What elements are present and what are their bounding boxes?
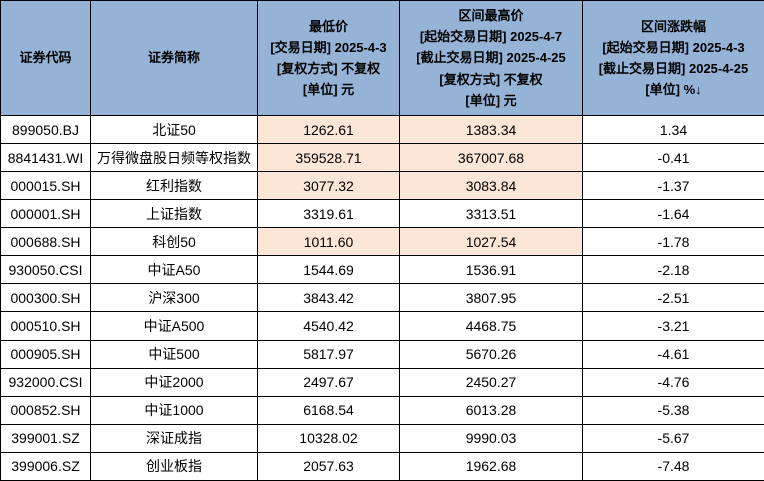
- security-name-cell: 创业板指: [90, 451, 258, 481]
- security-code-cell: 000300.SH: [0, 283, 91, 313]
- interval-change-cell: -0.41: [582, 143, 764, 173]
- header-lowest-price: 最低价 [交易日期] 2025-4-3 [复权方式] 不复权 [单位] 元: [257, 0, 400, 116]
- table-body: 899050.BJ 北证50 1262.61 1383.34 1.34 8841431.W…: [0, 114, 764, 481]
- header-row: 证券代码 证券简称 最低价 [交易日期] 2025-4-3 [复权方式] 不复权…: [0, 0, 764, 116]
- interval-change-cell: -1.64: [582, 199, 764, 229]
- table-row: 930050.CSI 中证A50 1544.69 1536.91 -2.18: [0, 255, 764, 285]
- header-security-code: 证券代码: [0, 0, 91, 116]
- interval-high-cell: 1383.34: [399, 114, 583, 145]
- security-name-cell: 中证2000: [90, 367, 258, 397]
- table-row: 899050.BJ 北证50 1262.61 1383.34 1.34: [0, 114, 764, 145]
- table-row: 000001.SH 上证指数 3319.61 3313.51 -1.64: [0, 199, 764, 229]
- interval-change-cell: -4.76: [582, 367, 764, 397]
- lowest-price-cell: 1262.61: [257, 114, 400, 145]
- security-name-cell: 中证A500: [90, 311, 258, 341]
- lowest-price-cell: 3077.32: [257, 171, 400, 201]
- lowest-price-cell: 2057.63: [257, 451, 400, 481]
- interval-change-cell: -2.51: [582, 283, 764, 313]
- security-code-cell: 932000.CSI: [0, 367, 91, 397]
- security-name-cell: 上证指数: [90, 199, 258, 229]
- interval-change-cell: 1.34: [582, 114, 764, 145]
- table-row: 8841431.WI 万得微盘股日频等权指数 359528.71 367007.68-…: [0, 143, 764, 173]
- table-row: 000905.SH 中证500 5817.97 5670.26 -4.61: [0, 339, 764, 369]
- interval-change-cell: -5.38: [582, 395, 764, 425]
- interval-change-cell: -1.78: [582, 227, 764, 257]
- security-code-cell: 8841431.WI: [0, 143, 91, 173]
- lowest-price-cell: 5817.97: [257, 339, 400, 369]
- interval-high-cell: 9990.03: [399, 423, 583, 453]
- security-code-cell: 399001.SZ: [0, 423, 91, 453]
- interval-change-cell: -5.67: [582, 423, 764, 453]
- interval-high-cell: 2450.27: [399, 367, 583, 397]
- lowest-price-cell: 10328.02: [257, 423, 400, 453]
- security-code-cell: 000852.SH: [0, 395, 91, 425]
- security-code-cell: 930050.CSI: [0, 255, 91, 285]
- interval-high-cell: 3083.84: [399, 171, 583, 201]
- table-header: 证券代码 证券简称 最低价 [交易日期] 2025-4-3 [复权方式] 不复权…: [0, 0, 764, 116]
- table-row: 000852.SH 中证1000 6168.54 6013.28 -5.38: [0, 395, 764, 425]
- lowest-price-cell: 6168.54: [257, 395, 400, 425]
- lowest-price-cell: 2497.67: [257, 367, 400, 397]
- security-name-cell: 中证A50: [90, 255, 258, 285]
- interval-change-cell: -2.18: [582, 255, 764, 285]
- lowest-price-cell: 1544.69: [257, 255, 400, 285]
- security-name-cell: 万得微盘股日频等权指数: [90, 143, 258, 173]
- lowest-price-cell: 1011.60: [257, 227, 400, 257]
- header-security-name: 证券简称: [90, 0, 258, 116]
- interval-change-cell: -7.48: [582, 451, 764, 481]
- header-interval-change-sorted[interactable]: 区间涨跌幅 [起始交易日期] 2025-4-3 [截止交易日期] 2025-4-…: [582, 0, 764, 116]
- table-row: 000300.SH 沪深300 3843.42 3807.95 -2.51: [0, 283, 764, 313]
- interval-high-cell: 3807.95: [399, 283, 583, 313]
- security-name-cell: 科创50: [90, 227, 258, 257]
- security-code-cell: 000001.SH: [0, 199, 91, 229]
- security-name-cell: 中证1000: [90, 395, 258, 425]
- table-row: 000510.SH 中证A500 4540.42 4468.75 -3.21: [0, 311, 764, 341]
- lowest-price-cell: 359528.71: [257, 143, 400, 173]
- table-row: 399001.SZ 深证成指 10328.02 9990.03 -5.67: [0, 423, 764, 453]
- interval-change-cell: -4.61: [582, 339, 764, 369]
- security-name-cell: 深证成指: [90, 423, 258, 453]
- security-name-cell: 红利指数: [90, 171, 258, 201]
- interval-high-cell: 1962.68: [399, 451, 583, 481]
- interval-high-cell: 367007.68: [399, 143, 583, 173]
- table-row: 000015.SH 红利指数 3077.32 3083.84 -1.37: [0, 171, 764, 201]
- table-row: 000688.SH 科创50 1011.60 1027.54 -1.78: [0, 227, 764, 257]
- table-row: 399006.SZ 创业板指 2057.63 1962.68 -7.48: [0, 451, 764, 481]
- security-code-cell: 000510.SH: [0, 311, 91, 341]
- interval-high-cell: 6013.28: [399, 395, 583, 425]
- interval-high-cell: 4468.75: [399, 311, 583, 341]
- security-name-cell: 北证50: [90, 114, 258, 145]
- interval-change-cell: -3.21: [582, 311, 764, 341]
- security-code-cell: 899050.BJ: [0, 114, 91, 145]
- lowest-price-cell: 3319.61: [257, 199, 400, 229]
- security-code-cell: 000015.SH: [0, 171, 91, 201]
- table-row: 932000.CSI 中证2000 2497.67 2450.27 -4.76: [0, 367, 764, 397]
- lowest-price-cell: 4540.42: [257, 311, 400, 341]
- interval-change-cell: -1.37: [582, 171, 764, 201]
- interval-high-cell: 3313.51: [399, 199, 583, 229]
- security-code-cell: 000905.SH: [0, 339, 91, 369]
- interval-high-cell: 1536.91: [399, 255, 583, 285]
- interval-high-cell: 1027.54: [399, 227, 583, 257]
- interval-high-cell: 5670.26: [399, 339, 583, 369]
- lowest-price-cell: 3843.42: [257, 283, 400, 313]
- header-interval-high: 区间最高价 [起始交易日期] 2025-4-7 [截止交易日期] 2025-4-…: [399, 0, 583, 116]
- security-code-cell: 399006.SZ: [0, 451, 91, 481]
- security-name-cell: 中证500: [90, 339, 258, 369]
- security-code-cell: 000688.SH: [0, 227, 91, 257]
- security-name-cell: 沪深300: [90, 283, 258, 313]
